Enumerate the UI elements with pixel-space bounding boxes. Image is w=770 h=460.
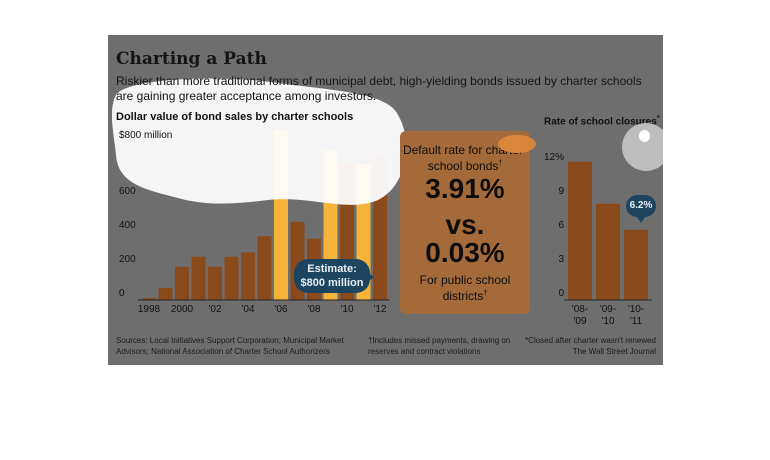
- footnote-closed-text: *Closed after charter wasn't renewed: [525, 336, 656, 345]
- bond-sales-y-tick: 600: [119, 186, 136, 197]
- estimate-callout-pointer: [366, 271, 374, 283]
- bond-sales-bar-2002: [208, 266, 222, 300]
- bond-sales-bar-2005: [257, 236, 272, 300]
- closure-bar-'09-'10: [596, 203, 620, 300]
- closure-y-tick: 0: [558, 288, 564, 299]
- right-chart-title-text: Rate of school closures: [544, 116, 657, 128]
- bond-sales-y-tick: $800 million: [119, 130, 173, 141]
- closure-bar-'10-'11: [624, 229, 648, 300]
- public-default-label: For public school districts†: [400, 273, 530, 303]
- estimate-line1: Estimate:: [307, 263, 357, 275]
- estimate-line2: $800 million: [300, 277, 364, 289]
- bond-sales-y-tick: 0: [119, 288, 125, 299]
- footnote-sources: Sources: Local Initiatives Support Corpo…: [116, 336, 344, 356]
- closure-x-tick: '10- '11: [627, 304, 645, 327]
- footnote-credit: The Wall Street Journal: [572, 347, 656, 356]
- bond-sales-bar-2004: [241, 252, 255, 300]
- right-chart-title: Rate of school closures*: [544, 115, 660, 127]
- deck: Riskier than more traditional forms of m…: [116, 74, 642, 103]
- closure-y-tick: 6: [558, 220, 564, 231]
- closure-y-tick: 3: [558, 254, 564, 265]
- headline: Charting a Path: [116, 49, 267, 69]
- right-chart-title-mark: *: [656, 115, 660, 122]
- bond-sales-x-tick: '02: [208, 304, 222, 315]
- versus-text: vs.: [445, 209, 485, 240]
- charter-default-rate: 3.91%: [425, 173, 505, 204]
- public-default-label-text: For public school districts: [419, 273, 511, 303]
- closure-x-tick: '08- '09: [571, 304, 589, 327]
- bond-sales-bar-2000: [175, 266, 189, 300]
- closure-rate-callout: 6.2%: [626, 195, 656, 217]
- default-rate-box: Default rate for charter-school bonds† 3…: [400, 131, 530, 314]
- closure-rate-callout-pointer: [636, 216, 646, 223]
- bond-sales-x-tick: 2000: [170, 304, 194, 315]
- orange-oval: [498, 135, 536, 153]
- bond-sales-x-tick: '12: [373, 304, 387, 315]
- bond-sales-bar-1999: [158, 288, 173, 300]
- default-rate-label-text: Default rate for charter-school bonds: [402, 143, 528, 173]
- default-rate-label: Default rate for charter-school bonds†: [400, 143, 530, 173]
- closure-y-tick: 12%: [543, 152, 564, 163]
- closure-y-tick: 9: [558, 186, 564, 197]
- estimate-callout: Estimate: $800 million: [294, 259, 370, 293]
- bond-sales-y-tick: 400: [119, 220, 136, 231]
- left-chart-title: Dollar value of bond sales by charter sc…: [116, 111, 354, 123]
- closure-bar-'08-'09: [568, 161, 592, 300]
- footnote-closed: *Closed after charter wasn't renewed The…: [518, 335, 656, 357]
- bond-sales-x-tick: 1998: [137, 304, 161, 315]
- white-dot: [639, 130, 650, 142]
- highlight-blob: [111, 78, 407, 205]
- public-default-rate: 0.03%: [425, 237, 505, 268]
- bond-sales-x-tick: '10: [340, 304, 354, 315]
- bond-sales-bar-1998: [142, 298, 156, 300]
- footnote-default: †Includes missed payments, drawing on re…: [368, 336, 511, 356]
- bond-sales-x-tick: '06: [274, 304, 288, 315]
- bond-sales-bar-2003: [224, 256, 239, 300]
- bond-sales-y-tick: 200: [119, 254, 136, 265]
- bond-sales-x-tick: '08: [307, 304, 321, 315]
- public-default-label-mark: †: [483, 290, 488, 297]
- bond-sales-bar-2001: [191, 256, 206, 300]
- closure-x-tick: '09- '10: [599, 304, 617, 327]
- default-rate-label-mark: †: [498, 160, 503, 167]
- bond-sales-x-tick: '04: [241, 304, 255, 315]
- chart-panel: Charting a Path Riskier than more tradit…: [108, 35, 663, 365]
